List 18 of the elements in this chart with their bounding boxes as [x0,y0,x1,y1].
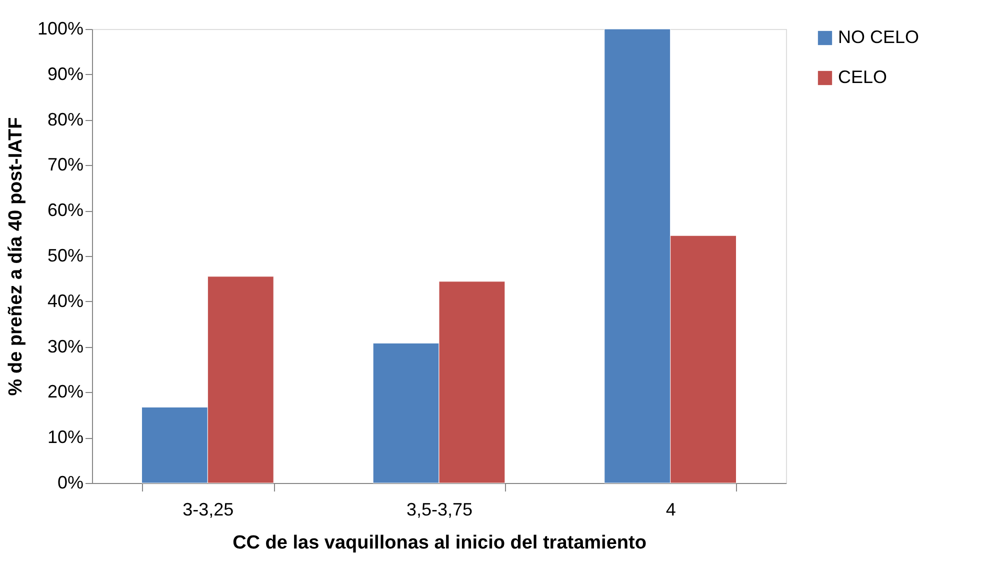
y-tick-label: 30% [47,336,84,356]
y-tick-label: 50% [47,246,84,266]
y-tick-label: 80% [47,109,84,130]
x-axis-title: CC de las vaquillonas al inicio del tratamiento [232,532,646,554]
y-tick-label: 20% [47,382,84,402]
x-tick-label: 3,5-3,75 [406,500,473,520]
y-tick-label: 0% [57,472,84,492]
y-tick-label: 40% [47,290,84,311]
legend-label: NO CELO [838,27,920,47]
y-tick-label: 10% [47,427,84,448]
y-tick-label: 100% [37,18,84,38]
y-tick-label: 60% [47,200,84,220]
y-axis-title: % de preñez a día 40 post-IATF [5,117,26,396]
x-tick-label: 4 [666,500,676,520]
legend-label: CELO [838,67,888,87]
y-tick-label: 90% [47,64,84,84]
x-tick-label: 3-3,25 [182,500,234,520]
y-tick-label: 70% [47,154,84,175]
